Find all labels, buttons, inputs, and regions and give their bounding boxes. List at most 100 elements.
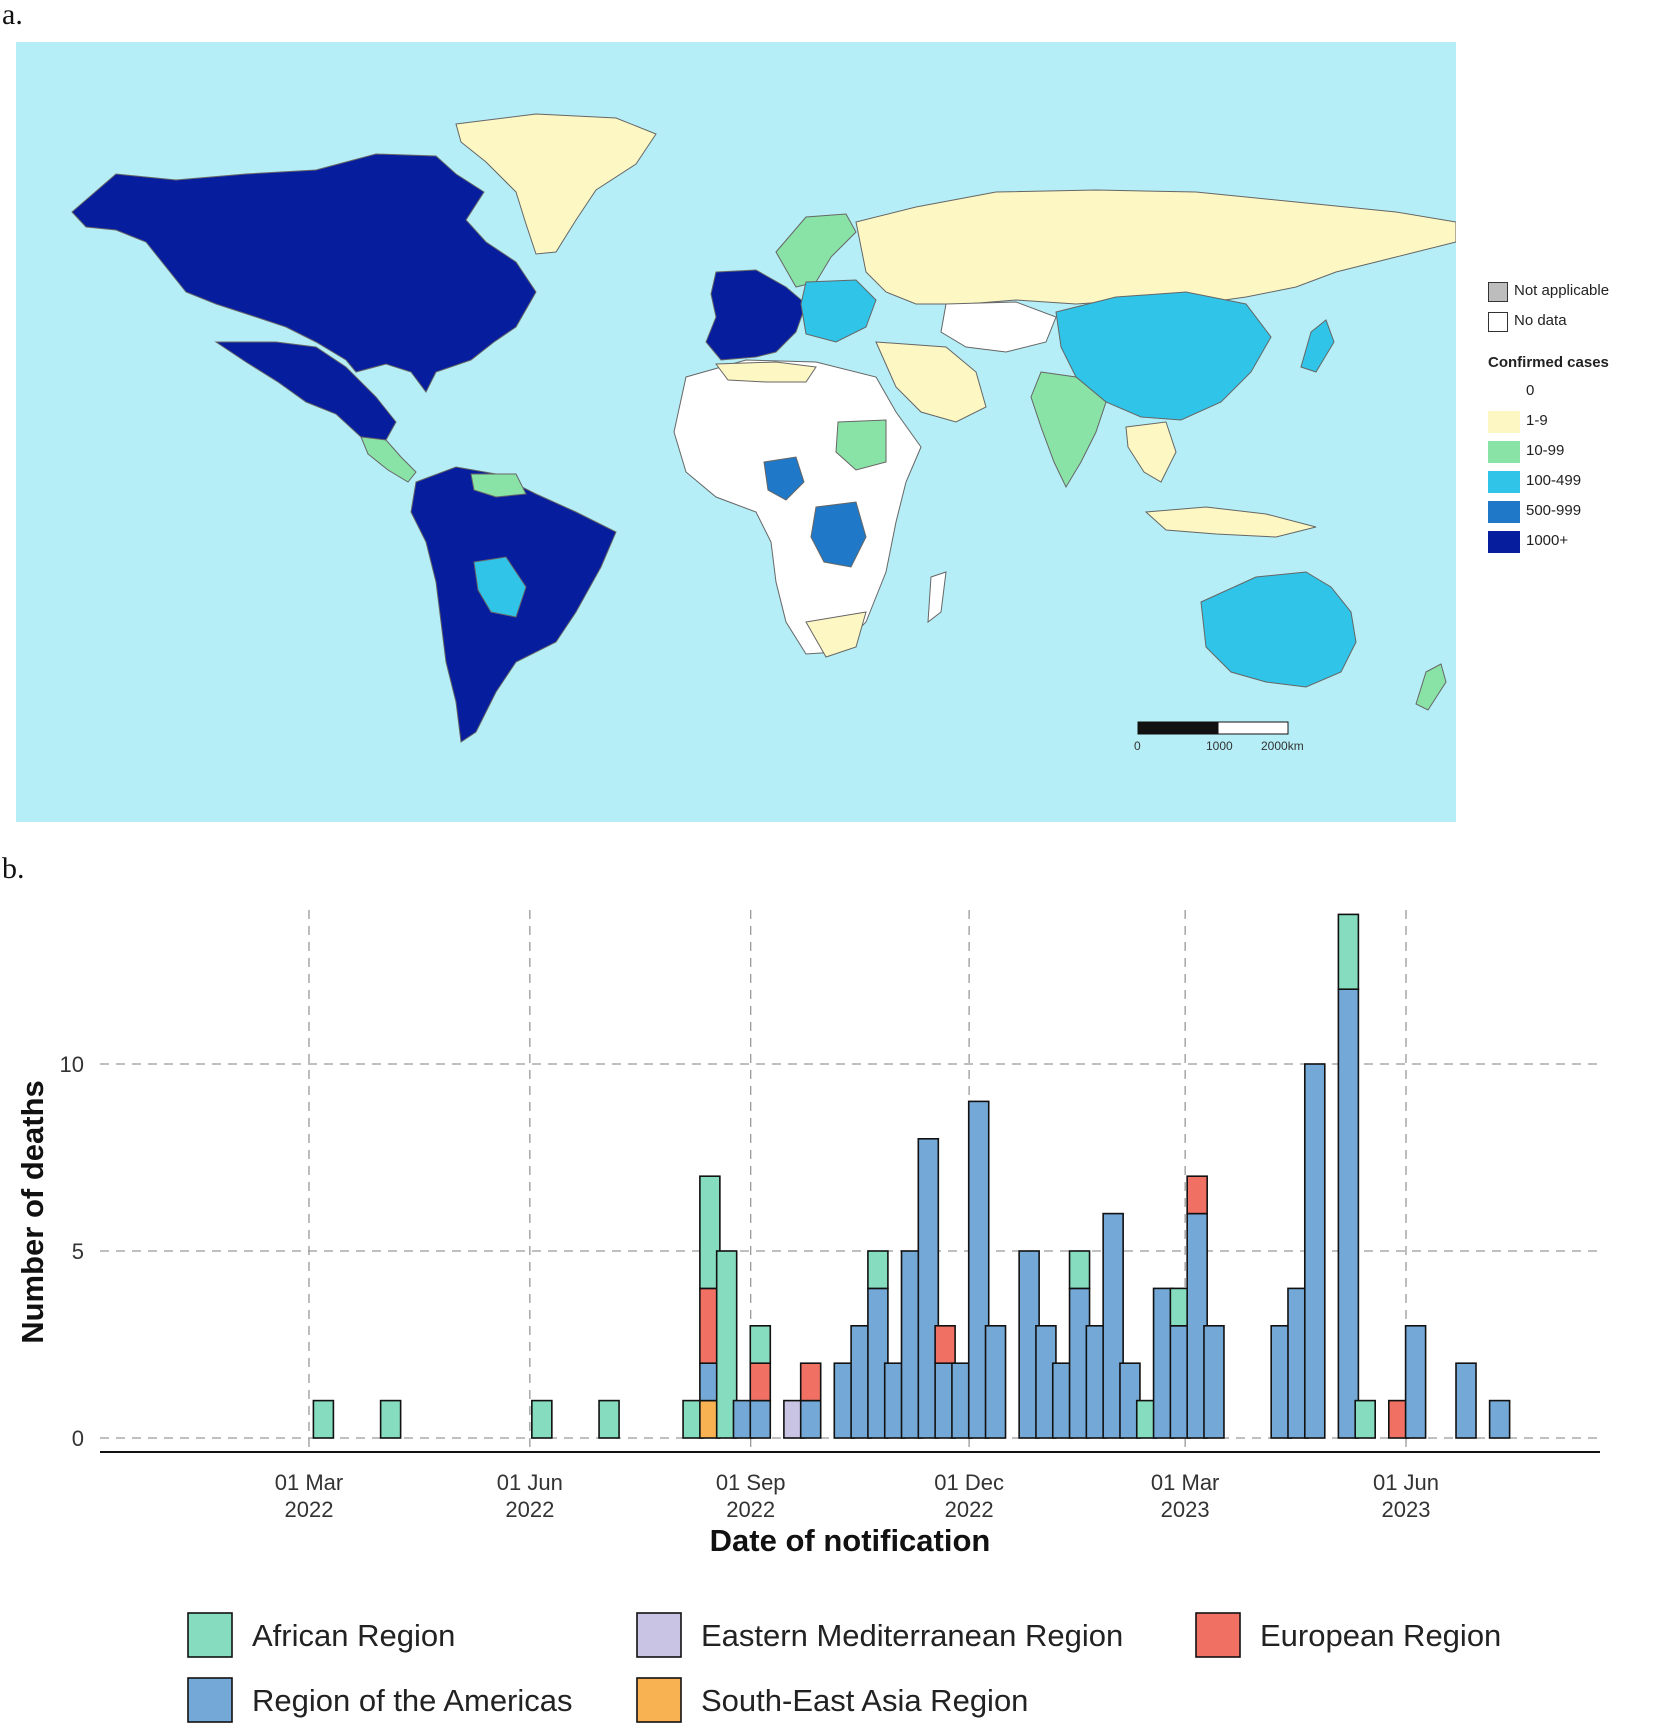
- x-tick-label-line: 01 Mar: [1151, 1470, 1219, 1495]
- confirmed-bin-swatch: [1488, 471, 1520, 493]
- x-tick-label-5: 01 Jun 2023: [1373, 1470, 1439, 1522]
- x-tick-label-line: 01 Jun: [1373, 1470, 1439, 1495]
- japan: [1300, 319, 1335, 373]
- legend-swatch-south-east-asia-region: [636, 1677, 682, 1723]
- x-tick-label-3: 01 Dec 2022: [934, 1470, 1004, 1522]
- x-tick-label-line: 2022: [505, 1497, 554, 1522]
- bar-segment-2022-03-07-african-region: [312, 1399, 335, 1439]
- southeast-asia: [1125, 421, 1177, 483]
- bar-segment-2022-04-04-african-region: [379, 1399, 402, 1439]
- legend-swatch: [1488, 282, 1508, 302]
- nigeria: [763, 456, 805, 501]
- confirmed-bin-swatch: [1488, 411, 1520, 433]
- greenland: [455, 113, 657, 255]
- y-tick-label-5: 5: [72, 1239, 84, 1264]
- confirmed-bin-label: 100-499: [1526, 472, 1582, 489]
- bar-segment-2022-09-05-european-region: [749, 1362, 772, 1402]
- legend-swatch-eastern-mediterranean-region: [636, 1612, 682, 1658]
- bar-segment-2023-07-10-region-of-the-americas: [1488, 1399, 1511, 1439]
- bar-segment-2023-03-06-european-region: [1186, 1175, 1208, 1215]
- x-tick-label-line: 2022: [726, 1497, 775, 1522]
- bar-segment-2023-01-30-region-of-the-americas: [1102, 1212, 1124, 1439]
- confirmed-bin-3: 100-499: [1484, 467, 1654, 497]
- confirmed-bin-swatch: [1488, 381, 1520, 403]
- confirmed-bin-4: 500-999: [1484, 497, 1654, 527]
- bar-segment-2022-10-24-african-region: [867, 1250, 889, 1290]
- legend-label-region-of-the-americas: Region of the Americas: [252, 1683, 573, 1718]
- north-america: [71, 153, 537, 393]
- scale-label-0: 0: [1134, 739, 1141, 753]
- indonesia: [1144, 506, 1317, 538]
- panel-label-a: a.: [2, 0, 23, 31]
- legend-swatch: [1488, 312, 1508, 332]
- bar-segment-2022-11-14-region-of-the-americas: [917, 1138, 940, 1439]
- legend-swatch-european-region: [1195, 1612, 1241, 1658]
- x-axis-title: Date of notification: [710, 1523, 991, 1558]
- legend-no-data: No data: [1484, 308, 1654, 338]
- x-tick-label-line: 01 Mar: [275, 1470, 343, 1495]
- x-tick-label-line: 01 Sep: [716, 1470, 786, 1495]
- world-map-svg: 0 1000 2000km: [16, 42, 1457, 822]
- x-tick-label-0: 01 Mar 2022: [275, 1470, 343, 1522]
- y-axis-title: Number of deaths: [15, 1080, 50, 1344]
- x-tick-label-1: 01 Jun 2022: [497, 1470, 563, 1522]
- legend-swatch-region-of-the-americas: [187, 1677, 233, 1723]
- confirmed-bin-swatch: [1488, 501, 1520, 523]
- panel-label-b: b.: [2, 852, 25, 885]
- central-asia: [940, 301, 1057, 353]
- bolivia-paraguay: [473, 556, 527, 618]
- dr-congo: [810, 501, 867, 568]
- new-zealand: [1415, 663, 1447, 711]
- legend-label-european-region: European Region: [1260, 1618, 1501, 1653]
- world-map: 0 1000 2000km: [16, 42, 1457, 822]
- x-tick-label-line: 2023: [1382, 1497, 1431, 1522]
- bar-segment-2023-05-08-african-region: [1337, 913, 1360, 991]
- bar-segment-2023-03-13-region-of-the-americas: [1203, 1324, 1225, 1439]
- bar-segment-2023-06-05-region-of-the-americas: [1404, 1324, 1427, 1439]
- legend-label-eastern-mediterranean-region: Eastern Mediterranean Region: [701, 1618, 1123, 1653]
- scandinavia: [775, 213, 857, 288]
- x-tick-label-line: 01 Dec: [934, 1470, 1004, 1495]
- confirmed-bin-label: 10-99: [1526, 442, 1565, 459]
- legend-label: Not applicable: [1514, 282, 1610, 299]
- bar-segment-2022-09-26-european-region: [799, 1362, 822, 1402]
- bar-segment-2022-12-12-region-of-the-americas: [984, 1324, 1007, 1439]
- legend-not-applicable: Not applicable: [1484, 278, 1654, 308]
- confirmed-bin-label: 1-9: [1526, 412, 1548, 429]
- bar-segment-2023-01-16-african-region: [1068, 1250, 1091, 1290]
- russia: [855, 189, 1457, 305]
- bar-segment-2023-05-08-region-of-the-americas: [1337, 988, 1360, 1439]
- bar-segment-2022-11-21-european-region: [934, 1324, 956, 1364]
- scale-label-1000: 1000: [1206, 739, 1233, 753]
- australia: [1200, 571, 1357, 688]
- x-tick-label-line: 2023: [1161, 1497, 1210, 1522]
- legend-label-african-region: African Region: [252, 1618, 455, 1653]
- confirmed-bin-1: 1-9: [1484, 407, 1654, 437]
- x-tick-label-line: 2022: [285, 1497, 334, 1522]
- scale-bar: 0 1000 2000km: [1134, 721, 1304, 753]
- bar-segment-2022-12-05-region-of-the-americas: [967, 1100, 990, 1439]
- central-america: [360, 436, 417, 483]
- middle-east: [875, 341, 987, 423]
- bar-segment-2022-09-05-region-of-the-americas: [749, 1399, 772, 1439]
- bar-segment-2023-04-24-region-of-the-americas: [1303, 1063, 1326, 1439]
- deaths-chart: 0 5 10 01 Mar 2022 01 Jun 2022 01 Sep 2022 01 Dec…: [0, 890, 1654, 1729]
- bar-segment-2022-09-26-region-of-the-americas: [799, 1399, 822, 1439]
- y-tick-label-0: 0: [72, 1426, 84, 1451]
- bar-segment-2022-09-05-african-region: [749, 1324, 772, 1364]
- confirmed-bin-label: 500-999: [1526, 502, 1582, 519]
- x-tick-label-2: 01 Sep 2022: [716, 1470, 786, 1522]
- bar-segment-2023-05-15-african-region: [1354, 1399, 1376, 1439]
- legend-label: No data: [1514, 312, 1567, 329]
- bar-segment-2022-07-04-african-region: [598, 1399, 620, 1439]
- madagascar: [927, 571, 947, 624]
- confirmed-bin-swatch: [1488, 441, 1520, 463]
- x-tick-label-line: 01 Jun: [497, 1470, 563, 1495]
- north-africa: [715, 361, 817, 383]
- western-europe: [705, 269, 807, 361]
- x-tick-label-4: 01 Mar 2023: [1151, 1470, 1219, 1522]
- confirmed-bin-0: 0: [1484, 377, 1654, 407]
- confirmed-bin-5: 1000+: [1484, 527, 1654, 557]
- confirmed-bin-swatch: [1488, 531, 1520, 553]
- scale-label-2000km: 2000km: [1261, 739, 1304, 753]
